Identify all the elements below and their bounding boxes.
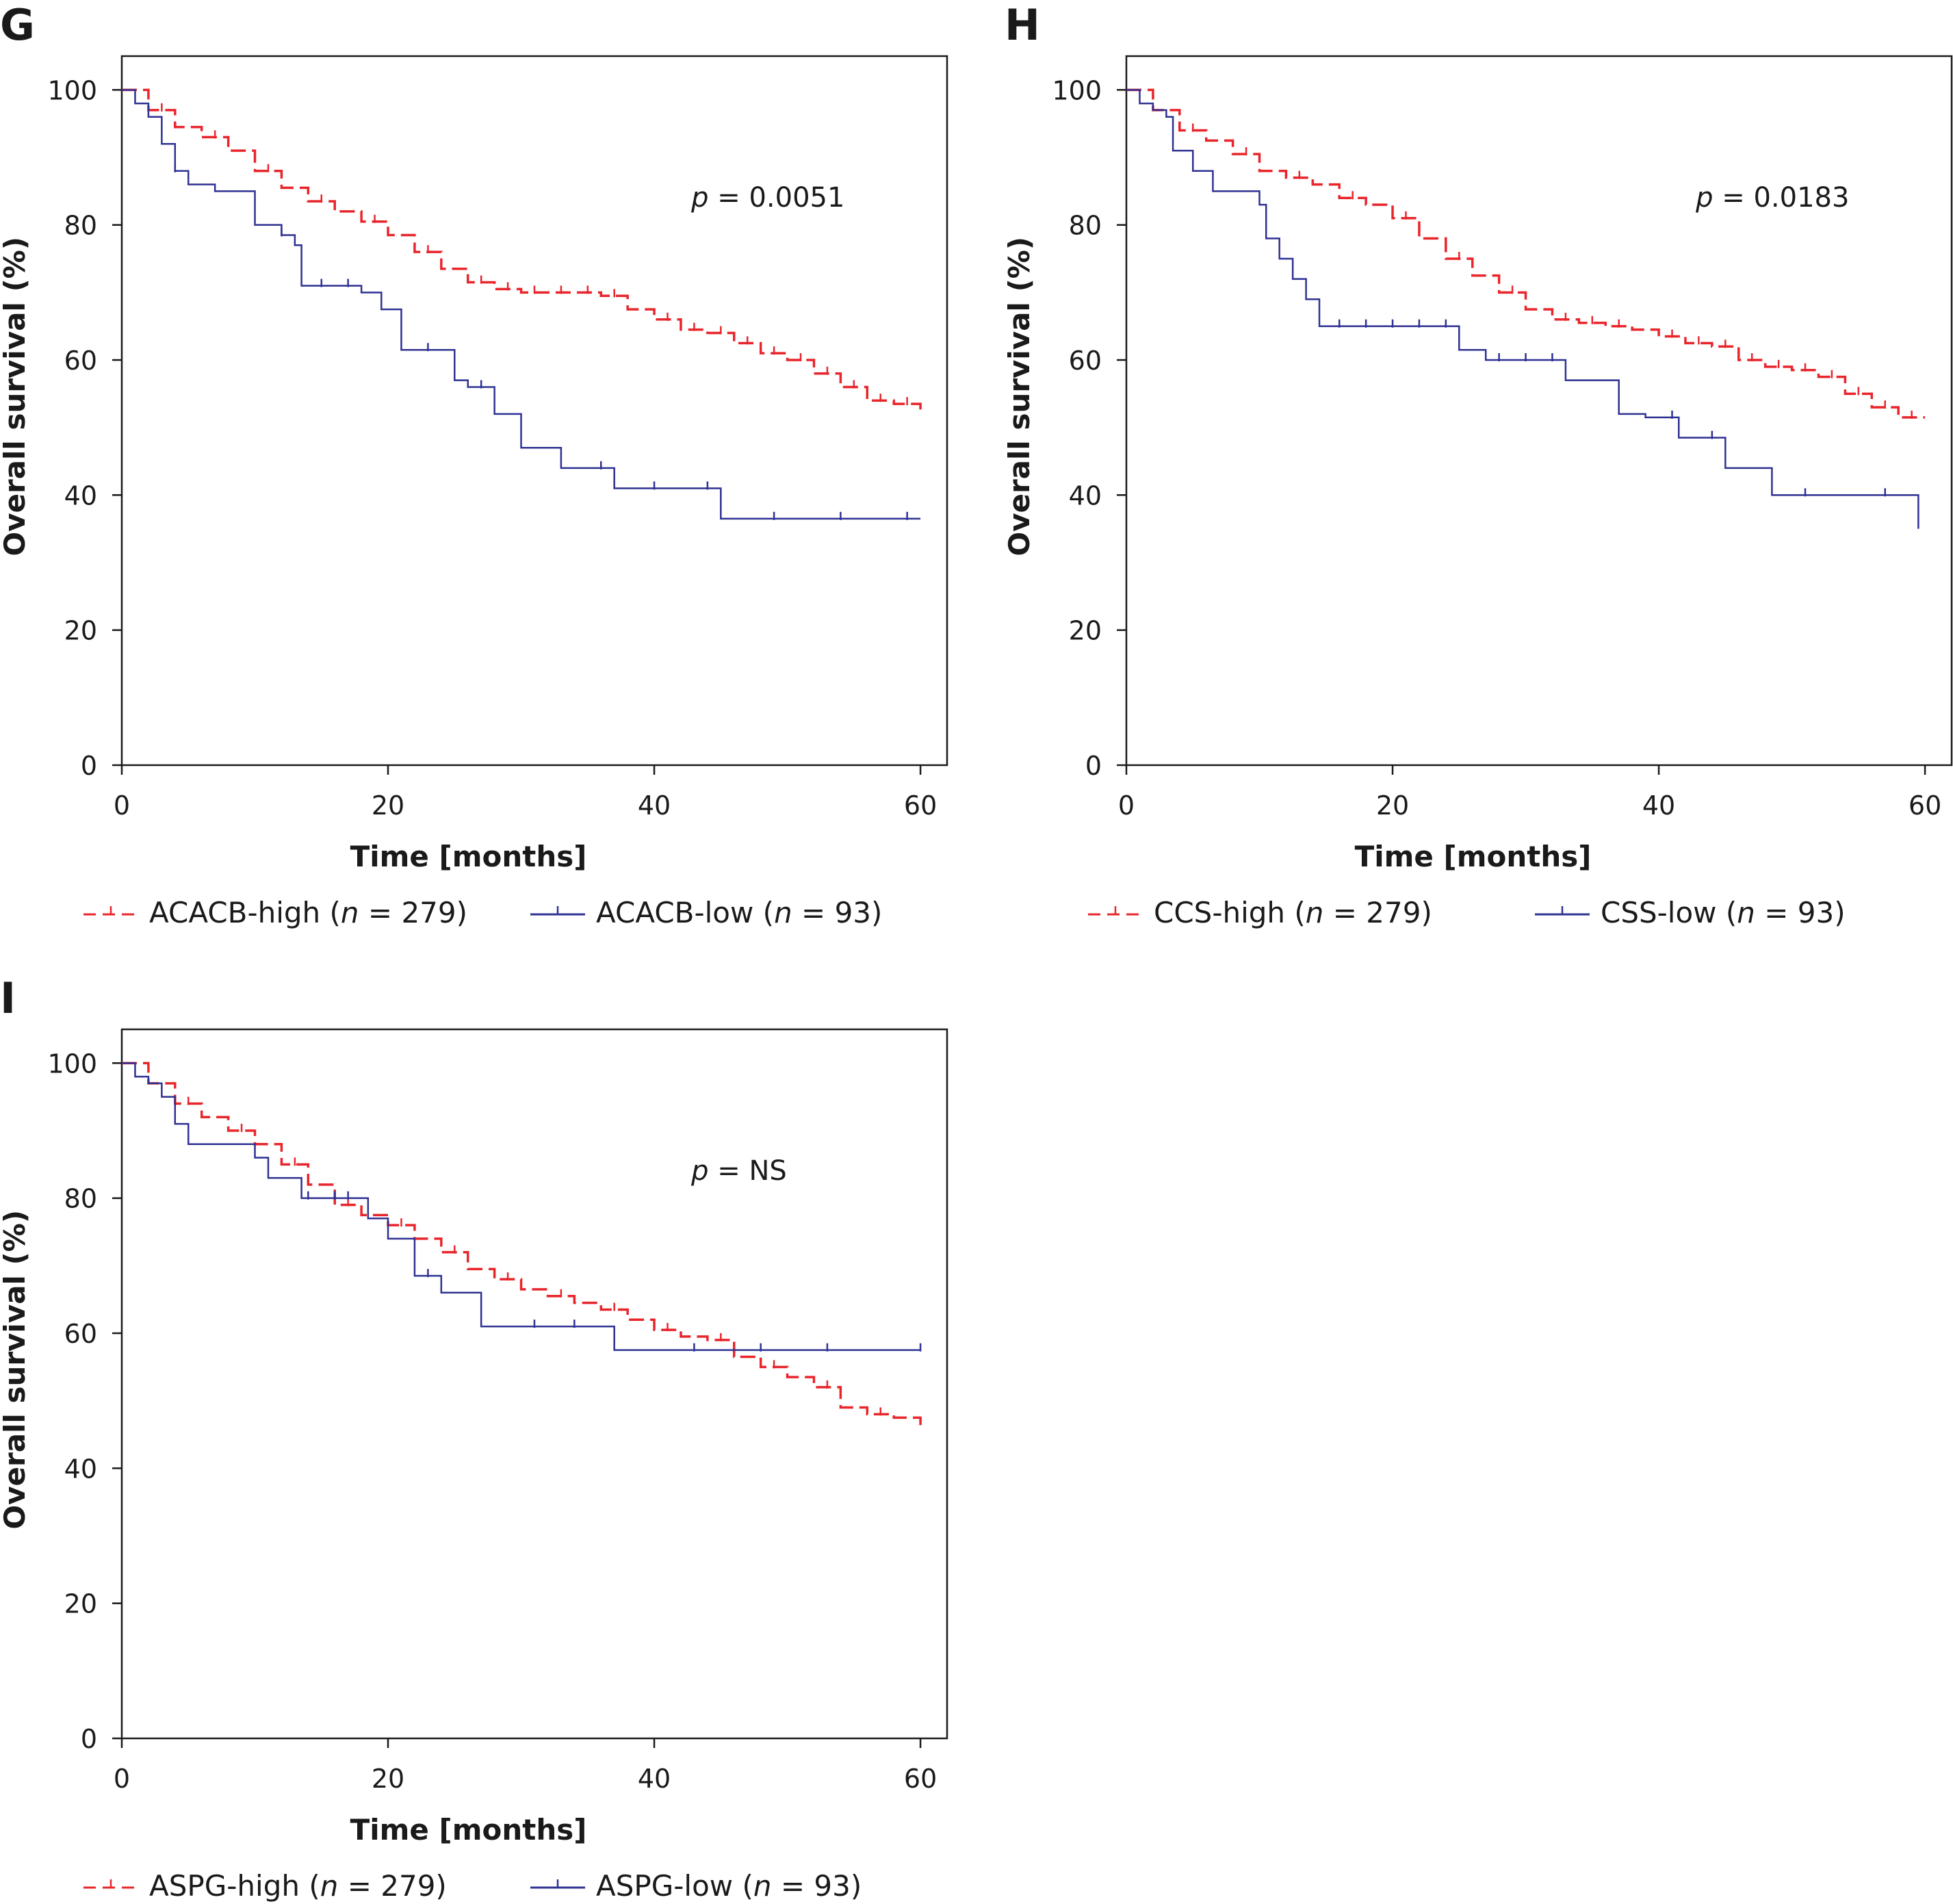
y-tick-label: 0 xyxy=(1085,751,1102,781)
x-tick-label: 60 xyxy=(1909,790,1941,821)
y-tick-label: 20 xyxy=(64,1589,97,1619)
y-axis-label: Overall survival (%) xyxy=(1003,237,1036,556)
x-tick-label: 0 xyxy=(1118,790,1135,821)
panel-label: H xyxy=(1005,0,1040,50)
text-part-before: ACACB-high ( xyxy=(149,896,341,929)
survival-curve xyxy=(122,1062,921,1351)
x-tick-label: 0 xyxy=(114,790,130,821)
x-tick-label: 0 xyxy=(114,1764,130,1794)
y-axis-label: Overall survival (%) xyxy=(0,1210,31,1530)
legend-label: ACACB-high (n = 279) xyxy=(149,896,467,929)
survival-curve xyxy=(122,89,921,520)
y-tick-label: 80 xyxy=(1069,211,1102,241)
text-part-italic: n xyxy=(320,1869,339,1903)
y-tick-label: 40 xyxy=(1069,480,1102,511)
y-tick-label: 0 xyxy=(81,751,97,781)
panel-label: I xyxy=(0,973,16,1023)
x-tick-label: 20 xyxy=(372,1764,404,1794)
text-part-before: ASPG-low ( xyxy=(596,1869,753,1903)
plot-frame xyxy=(1125,55,1953,767)
chart-panel-i: I 0 20 40 60 80 100 0 20 40 60 Time [months] Overall… xyxy=(0,973,992,1904)
panel-label: G xyxy=(0,0,35,50)
series-high xyxy=(122,1062,922,1428)
y-tick-label: 60 xyxy=(64,346,97,376)
x-tick-label: 40 xyxy=(638,790,671,821)
survival-curve xyxy=(1126,88,1926,419)
y-tick-label: 80 xyxy=(64,211,97,241)
text-part-italic: p xyxy=(1695,182,1713,214)
text-part-after: = 93) xyxy=(1755,896,1846,929)
x-tick-label: 40 xyxy=(1642,790,1675,821)
text-part-after: = 279) xyxy=(1323,896,1432,929)
legend-label: ASPG-low (n = 93) xyxy=(596,1869,862,1903)
survival-curve xyxy=(122,88,922,414)
x-axis-label: Time [months] xyxy=(1355,840,1592,873)
series-low xyxy=(122,1062,922,1352)
km-chart-h: H 0 20 40 60 80 100 0 20 40 60 Time [months] Overall… xyxy=(1003,0,1953,929)
y-tick-label: 80 xyxy=(64,1184,97,1214)
x-tick-label: 40 xyxy=(638,1764,671,1794)
p-value-annotation: p = 0.0183 xyxy=(1695,182,1849,214)
text-part-after: = NS xyxy=(709,1155,787,1187)
legend-label: ACACB-low (n = 93) xyxy=(596,896,882,929)
p-value-annotation: p = NS xyxy=(690,1155,787,1187)
text-part-italic: n xyxy=(1737,896,1755,929)
survival-curve xyxy=(1126,89,1919,529)
y-tick-label: 100 xyxy=(47,75,97,105)
legend-label: ASPG-high (n = 279) xyxy=(149,1869,447,1903)
text-part-before: ASPG-high ( xyxy=(149,1869,320,1903)
text-part-italic: n xyxy=(341,896,359,929)
y-tick-label: 40 xyxy=(64,1454,97,1484)
text-part-after: = 279) xyxy=(338,1869,446,1903)
plot-frame xyxy=(120,1028,948,1740)
text-part-after: = 93) xyxy=(772,1869,862,1903)
x-tick-label: 60 xyxy=(904,790,937,821)
x-tick-label: 20 xyxy=(1376,790,1409,821)
x-axis-label: Time [months] xyxy=(350,840,587,873)
plot-frame xyxy=(120,55,948,767)
y-tick-label: 20 xyxy=(1069,616,1102,646)
series-high xyxy=(1126,88,1926,419)
survival-curve xyxy=(122,1062,922,1428)
text-part-italic: n xyxy=(753,1869,772,1903)
legend-label: CCS-high (n = 279) xyxy=(1154,896,1432,929)
text-part-before: CSS-low ( xyxy=(1601,896,1737,929)
x-axis-label: Time [months] xyxy=(350,1813,587,1847)
text-part-italic: p xyxy=(690,182,708,214)
text-part-italic: p xyxy=(690,1155,708,1187)
y-tick-label: 100 xyxy=(1052,75,1102,105)
text-part-after: = 0.0183 xyxy=(1713,182,1850,214)
series-low xyxy=(1126,89,1919,529)
text-part-after: = 93) xyxy=(792,896,883,929)
x-tick-label: 60 xyxy=(904,1764,937,1794)
text-part-before: ACACB-low ( xyxy=(596,896,774,929)
y-tick-label: 60 xyxy=(1069,346,1102,376)
chart-panel-h: H 0 20 40 60 80 100 0 20 40 60 Time [months] Overall… xyxy=(1003,0,1953,931)
text-part-italic: n xyxy=(1306,896,1324,929)
text-part-before: CCS-high ( xyxy=(1154,896,1306,929)
y-tick-label: 40 xyxy=(64,480,97,511)
p-value-annotation: p = 0.0051 xyxy=(690,182,844,214)
text-part-after: = 0.0051 xyxy=(709,182,845,214)
text-part-italic: n xyxy=(774,896,792,929)
chart-panel-g: G 0 20 40 60 80 100 0 20 40 60 Time [months] Overall… xyxy=(0,0,992,931)
y-tick-label: 20 xyxy=(64,616,97,646)
y-tick-label: 0 xyxy=(81,1724,97,1754)
legend-label: CSS-low (n = 93) xyxy=(1601,896,1846,929)
y-tick-label: 60 xyxy=(64,1319,97,1349)
y-tick-label: 100 xyxy=(47,1049,97,1079)
km-chart-i: I 0 20 40 60 80 100 0 20 40 60 Time [months] Overall… xyxy=(0,973,948,1903)
km-chart-g: G 0 20 40 60 80 100 0 20 40 60 Time [months] Overall… xyxy=(0,0,948,929)
y-axis-label: Overall survival (%) xyxy=(0,237,31,556)
text-part-after: = 279) xyxy=(359,896,467,929)
series-low xyxy=(122,89,921,520)
x-tick-label: 20 xyxy=(372,790,404,821)
series-high xyxy=(122,88,922,414)
